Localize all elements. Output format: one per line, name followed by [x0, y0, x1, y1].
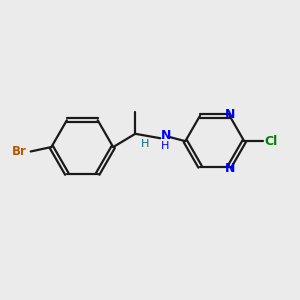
Text: N: N	[225, 162, 235, 175]
Text: N: N	[161, 129, 171, 142]
Text: H: H	[141, 139, 149, 149]
Text: Br: Br	[12, 145, 27, 158]
Text: Cl: Cl	[265, 135, 278, 148]
Text: N: N	[225, 108, 235, 121]
Text: H: H	[161, 141, 169, 151]
